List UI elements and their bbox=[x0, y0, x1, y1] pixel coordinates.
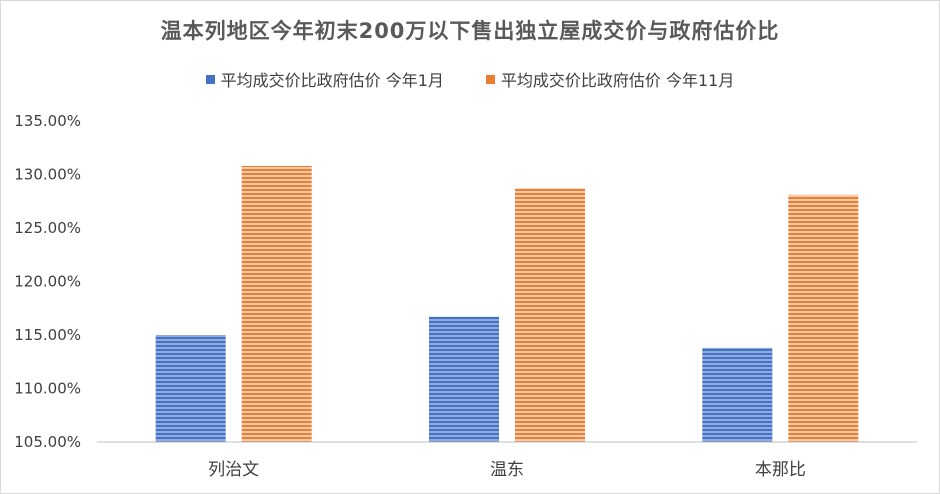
bar-nov bbox=[515, 188, 585, 442]
y-tick-label: 135.00% bbox=[14, 112, 81, 130]
legend-swatch-jan bbox=[205, 74, 215, 84]
bar-jan bbox=[429, 316, 499, 442]
legend-item-jan: 平均成交价比政府估价 今年1月 bbox=[205, 67, 444, 91]
legend-label-jan: 平均成交价比政府估价 今年1月 bbox=[220, 71, 444, 90]
legend-swatch-nov bbox=[485, 74, 495, 84]
legend-label-nov: 平均成交价比政府估价 今年11月 bbox=[500, 71, 735, 90]
bar-jan bbox=[702, 347, 773, 442]
y-tick-label: 125.00% bbox=[14, 219, 81, 237]
category-label: 本那比 bbox=[755, 460, 806, 480]
y-tick-label: 105.00% bbox=[14, 433, 81, 451]
chart-title: 温本列地区今年初末200万以下售出独立屋成交价与政府估价比 bbox=[160, 19, 780, 43]
y-tick-label: 110.00% bbox=[14, 380, 81, 398]
bar-jan bbox=[155, 335, 226, 442]
category-label: 列治文 bbox=[208, 460, 259, 480]
y-tick-label: 115.00% bbox=[14, 326, 81, 344]
y-tick-label: 120.00% bbox=[14, 273, 81, 291]
bar-nov bbox=[788, 194, 859, 442]
legend: 平均成交价比政府估价 今年1月 平均成交价比政府估价 今年11月 bbox=[1, 67, 939, 91]
legend-item-nov: 平均成交价比政府估价 今年11月 bbox=[485, 67, 735, 91]
category-label: 温东 bbox=[490, 460, 524, 480]
bar-nov bbox=[241, 165, 312, 442]
y-tick-label: 130.00% bbox=[14, 166, 81, 184]
